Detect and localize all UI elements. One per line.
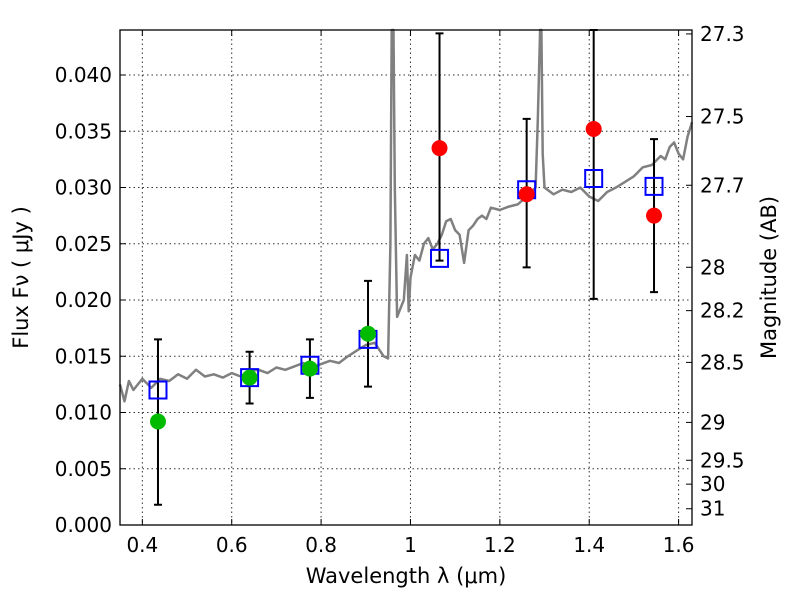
mag-tick-label: 28.5 bbox=[700, 350, 745, 374]
mag-tick-label: 28.2 bbox=[700, 299, 745, 323]
y-tick-label: 0.015 bbox=[55, 344, 112, 368]
x-tick-label: 0.8 bbox=[305, 533, 337, 557]
y-tick-label: 0.005 bbox=[55, 457, 112, 481]
grid-lines bbox=[120, 30, 692, 525]
observed-optical-point bbox=[241, 369, 258, 386]
x-tick-label: 0.6 bbox=[216, 533, 248, 557]
mag-tick-label: 28 bbox=[700, 255, 725, 279]
mag-tick-label: 31 bbox=[700, 497, 725, 521]
observed-optical-point bbox=[301, 360, 318, 377]
mag-tick-label: 29.5 bbox=[700, 448, 745, 472]
magnitude-axis-label: Magnitude (AB) bbox=[757, 196, 781, 359]
model-point-square bbox=[584, 169, 604, 188]
observed-infrared-point bbox=[646, 207, 663, 224]
observed-optical-point bbox=[149, 413, 166, 430]
mag-tick-label: 27.3 bbox=[700, 22, 745, 46]
observed-infrared-point bbox=[518, 186, 535, 203]
mag-tick-label: 27.5 bbox=[700, 105, 745, 129]
observed-optical-point bbox=[360, 325, 377, 342]
x-tick-label: 1.6 bbox=[663, 533, 695, 557]
marker-layer bbox=[148, 121, 664, 430]
plot-frame bbox=[119, 29, 693, 526]
y-tick-label: 0.000 bbox=[55, 513, 112, 537]
model-point-square bbox=[644, 176, 664, 196]
y-tick-label: 0.035 bbox=[55, 119, 112, 143]
x-tick-label: 1.2 bbox=[484, 533, 516, 557]
x-tick-label: 0.4 bbox=[126, 533, 158, 557]
tick-layer: 0.4 0.6 0.8 1 1.2 1.4 1.6 0.000 0.005 0.010 0.015 0… bbox=[55, 22, 745, 557]
x-axis-label: Wavelength λ (μm) bbox=[306, 564, 507, 588]
model-spectrum-line bbox=[118, 28, 694, 403]
y-tick-label: 0.025 bbox=[55, 232, 112, 256]
y-tick-label: 0.020 bbox=[55, 288, 112, 312]
x-tick-label: 1.4 bbox=[573, 533, 605, 557]
model-point-square bbox=[240, 368, 260, 388]
mag-tick-label: 30 bbox=[700, 472, 725, 496]
model-point-square bbox=[148, 380, 168, 400]
mag-tick-label: 29 bbox=[700, 410, 725, 434]
observed-infrared-point bbox=[431, 140, 448, 157]
model-point-square bbox=[430, 248, 450, 268]
model-spectrum-layer bbox=[118, 28, 694, 403]
mag-tick-label: 27.7 bbox=[700, 173, 745, 197]
y-tick-label: 0.030 bbox=[55, 176, 112, 200]
y-axis-label: Flux Fν ( μJy ) bbox=[9, 206, 33, 349]
y-tick-label: 0.010 bbox=[55, 401, 112, 425]
x-tick-label: 1 bbox=[404, 533, 417, 557]
observed-infrared-point bbox=[585, 121, 602, 137]
y-tick-label: 0.040 bbox=[55, 63, 112, 87]
